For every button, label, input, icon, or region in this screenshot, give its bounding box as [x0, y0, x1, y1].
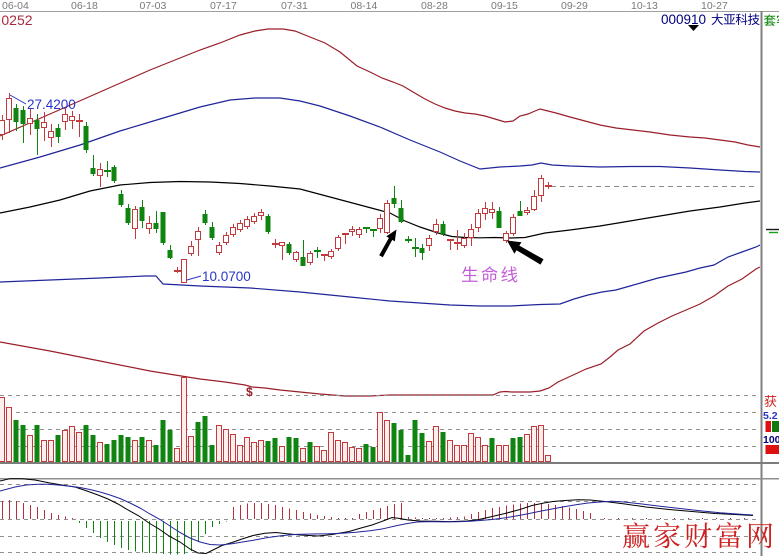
svg-text:5.2: 5.2 [763, 410, 778, 422]
svg-text:10-27: 10-27 [701, 0, 728, 12]
svg-text:100: 100 [763, 434, 779, 446]
svg-text:09-29: 09-29 [561, 0, 588, 12]
svg-text:09-15: 09-15 [491, 0, 518, 12]
svg-text:06-04: 06-04 [2, 0, 29, 12]
svg-text:$: $ [246, 385, 253, 399]
svg-text:07-31: 07-31 [281, 0, 308, 12]
svg-text:07-03: 07-03 [140, 0, 167, 12]
svg-text:07-17: 07-17 [210, 0, 237, 12]
svg-text:000910: 000910 [661, 12, 706, 27]
svg-text:08-28: 08-28 [421, 0, 448, 12]
svg-text:10-13: 10-13 [631, 0, 658, 12]
svg-text:27.4200: 27.4200 [27, 97, 76, 112]
svg-text:06-18: 06-18 [71, 0, 98, 12]
svg-text:.0252: .0252 [0, 12, 33, 28]
svg-text:08-14: 08-14 [351, 0, 378, 12]
svg-text:10.0700: 10.0700 [202, 269, 251, 284]
